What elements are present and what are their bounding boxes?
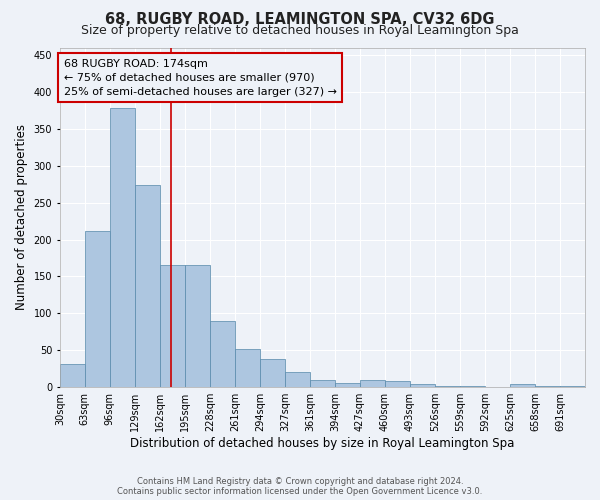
Bar bbox=[360, 380, 385, 387]
Bar bbox=[460, 386, 485, 387]
Bar bbox=[160, 264, 185, 387]
Bar bbox=[335, 383, 360, 387]
Text: Contains HM Land Registry data © Crown copyright and database right 2024.
Contai: Contains HM Land Registry data © Crown c… bbox=[118, 476, 482, 496]
Bar bbox=[185, 266, 210, 387]
Bar bbox=[285, 372, 310, 387]
Bar bbox=[410, 384, 435, 387]
Bar bbox=[535, 386, 560, 387]
Bar bbox=[235, 349, 260, 387]
Bar bbox=[135, 185, 160, 387]
Bar bbox=[60, 364, 85, 387]
Bar bbox=[435, 386, 460, 387]
Bar bbox=[510, 384, 535, 387]
Text: 68 RUGBY ROAD: 174sqm
← 75% of detached houses are smaller (970)
25% of semi-det: 68 RUGBY ROAD: 174sqm ← 75% of detached … bbox=[64, 58, 337, 96]
Y-axis label: Number of detached properties: Number of detached properties bbox=[15, 124, 28, 310]
Bar bbox=[560, 386, 585, 387]
Bar bbox=[85, 232, 110, 387]
Text: Size of property relative to detached houses in Royal Leamington Spa: Size of property relative to detached ho… bbox=[81, 24, 519, 37]
Bar bbox=[385, 380, 410, 387]
Bar bbox=[210, 320, 235, 387]
Bar bbox=[110, 108, 135, 387]
Text: 68, RUGBY ROAD, LEAMINGTON SPA, CV32 6DG: 68, RUGBY ROAD, LEAMINGTON SPA, CV32 6DG bbox=[105, 12, 495, 26]
Bar bbox=[310, 380, 335, 387]
X-axis label: Distribution of detached houses by size in Royal Leamington Spa: Distribution of detached houses by size … bbox=[130, 437, 515, 450]
Bar bbox=[260, 359, 285, 387]
